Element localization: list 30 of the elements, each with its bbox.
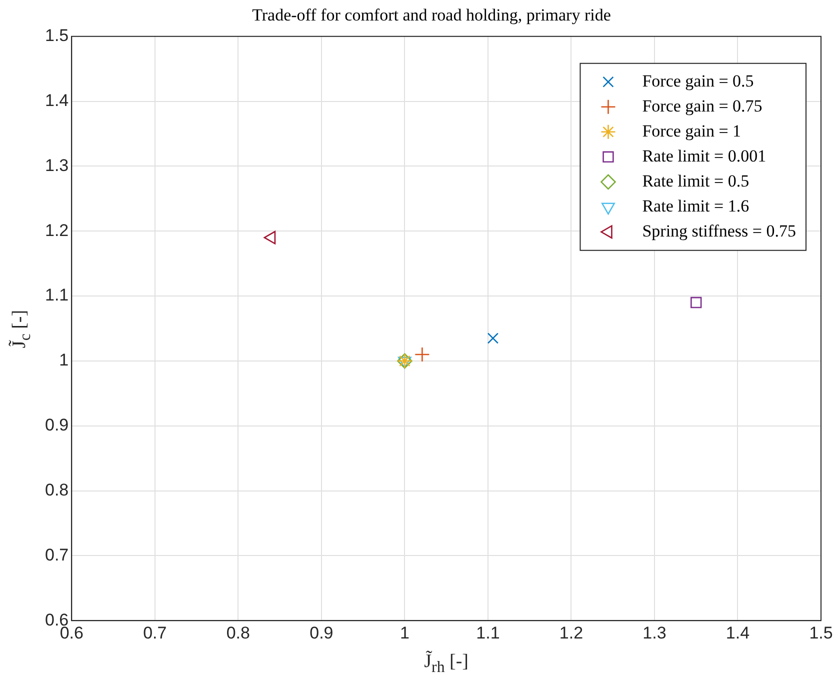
legend-label: Force gain = 0.5 [642,71,754,90]
x-tick-label: 1.1 [476,623,500,642]
x-tick-label: 1.2 [559,623,584,642]
y-tick-label: 1.1 [44,286,69,305]
legend-label: Force gain = 0.75 [642,96,762,116]
y-tick-label: 1 [59,350,69,370]
point [690,296,702,308]
chart-title: Trade-off for comfort and road holding, primary ride [252,6,611,25]
y-tick-label: 1.3 [44,156,69,175]
x-axis-title: J̃$_{rh}$ [-] [424,650,468,676]
x-tick-label: 1.4 [726,623,750,642]
point [414,346,430,362]
y-tick-label: 0.9 [44,416,69,435]
legend-label: Rate limit = 1.6 [642,196,750,216]
legend-label: Rate limit = 0.5 [642,171,750,190]
y-tick-label: 1.4 [44,91,69,110]
y-tick-label: 1.5 [44,26,69,46]
legend-label: Spring stiffness = 0.75 [642,221,796,240]
y-tick-label: 1.2 [44,220,69,240]
x-tick-label: 0.9 [310,623,334,642]
x-tick-label: 1 [400,623,410,642]
x-tick-label: 0.8 [226,623,250,642]
y-tick-label: 0.7 [44,545,69,564]
y-tick-label: 0.8 [44,480,69,500]
x-tick-label: 1.3 [642,623,666,642]
x-tick-label: 0.7 [143,623,167,642]
legend-label: Rate limit = 0.001 [642,146,766,166]
legend-label: Force gain = 1 [642,121,742,140]
point [487,332,499,344]
x-tick-label: 1.5 [809,623,833,642]
